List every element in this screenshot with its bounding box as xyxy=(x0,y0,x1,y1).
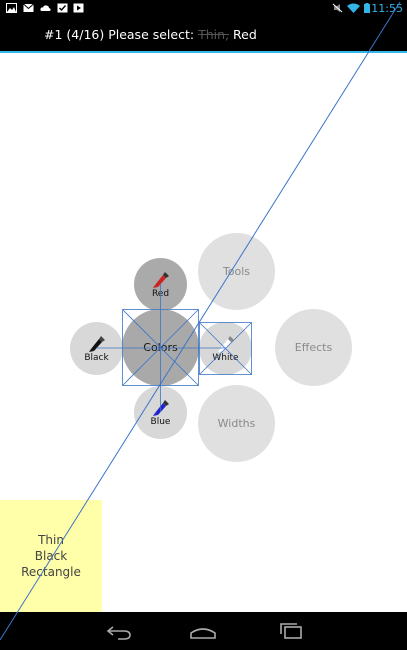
home-icon[interactable] xyxy=(188,620,218,642)
current-option: Red xyxy=(233,27,257,42)
status-bar: 11:55 xyxy=(0,0,407,17)
status-clock: 11:55 xyxy=(371,2,403,15)
back-icon[interactable] xyxy=(104,620,134,642)
category-widths[interactable]: Widths xyxy=(198,385,275,462)
recent-apps-icon[interactable] xyxy=(276,620,306,642)
play-store-icon xyxy=(73,3,84,13)
color-option-black-label: Black xyxy=(84,352,109,363)
category-effects[interactable]: Effects xyxy=(275,309,352,386)
category-tools[interactable]: Tools xyxy=(198,233,275,310)
color-option-blue-label: Blue xyxy=(150,416,171,427)
black-paint-tube-icon xyxy=(88,335,105,352)
prompt-text: #1 (4/16) Please select: xyxy=(44,27,195,42)
gallery-icon xyxy=(6,3,17,13)
completed-option: Thin, xyxy=(198,27,230,42)
red-paint-tube-icon xyxy=(152,271,169,288)
calendar-check-icon xyxy=(57,3,68,13)
battery-icon xyxy=(364,3,370,13)
color-option-white[interactable]: White xyxy=(199,322,252,375)
white-paint-tube-icon xyxy=(217,335,234,352)
color-option-red-label: Red xyxy=(151,288,170,299)
no-sound-icon xyxy=(332,3,343,13)
color-option-red[interactable]: Red xyxy=(134,258,187,311)
color-option-blue[interactable]: Blue xyxy=(134,386,187,439)
navigation-bar xyxy=(0,612,407,650)
color-option-black[interactable]: Black xyxy=(70,322,123,375)
mail-icon xyxy=(23,3,34,12)
color-option-white-label: White xyxy=(212,352,239,363)
target-stimulus-card: Thin Black Rectangle xyxy=(0,500,102,612)
colors-center-label: Colors xyxy=(143,341,178,354)
colors-center-hub[interactable]: Colors xyxy=(122,309,199,386)
category-widths-label: Widths xyxy=(217,417,256,430)
category-effects-label: Effects xyxy=(294,341,333,354)
blue-paint-tube-icon xyxy=(152,399,169,416)
cloud-icon xyxy=(40,5,51,11)
task-prompt-bar: #1 (4/16) Please select: Thin, Red xyxy=(0,17,407,53)
wifi-icon xyxy=(347,3,360,13)
category-tools-label: Tools xyxy=(222,265,251,278)
